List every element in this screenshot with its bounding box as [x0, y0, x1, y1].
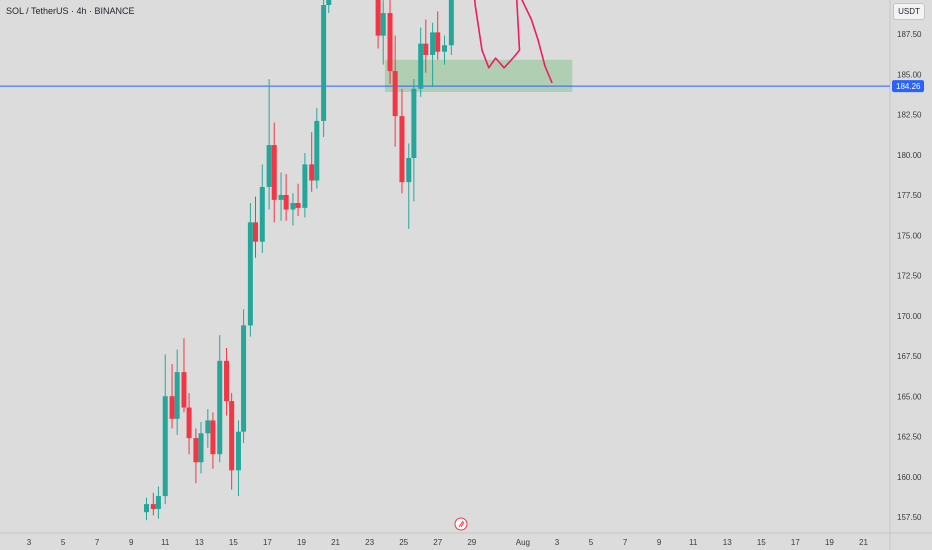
candle-body	[210, 420, 216, 455]
x-tick-label: 17	[791, 538, 800, 547]
candle-body	[205, 420, 211, 434]
candle-body	[259, 186, 265, 242]
projection-path	[474, 0, 553, 84]
x-tick-label: 15	[229, 538, 238, 547]
candle-body	[321, 5, 327, 121]
symbol-title: SOL / TetherUS · 4h · BINANCE	[6, 6, 135, 16]
y-tick-label: 165.00	[897, 392, 922, 401]
candle-body	[217, 360, 223, 455]
candle-body	[229, 401, 235, 471]
x-tick-label: 3	[555, 538, 560, 547]
x-tick-label: 23	[365, 538, 374, 547]
y-tick-label: 172.50	[897, 272, 922, 281]
candle-body	[418, 43, 424, 89]
candle-body	[423, 43, 429, 55]
candle-body	[442, 45, 448, 52]
candle-body	[174, 372, 180, 419]
candle-body	[155, 496, 161, 509]
x-tick-label: 25	[399, 538, 408, 547]
y-tick-label: 187.50	[897, 30, 922, 39]
x-tick-label: 19	[297, 538, 306, 547]
candle-body	[283, 195, 289, 210]
candle-body	[169, 396, 175, 419]
candle-body	[247, 222, 253, 326]
x-tick-label: 3	[27, 538, 32, 547]
candle-body	[411, 88, 417, 158]
candle-body	[193, 438, 199, 463]
x-tick-label: 21	[331, 538, 340, 547]
x-tick-label: 11	[161, 538, 170, 547]
candle-body	[380, 13, 386, 36]
x-tick-label: 21	[859, 538, 868, 547]
candle-body	[252, 222, 258, 242]
candle-body	[162, 396, 168, 497]
y-tick-label: 185.00	[897, 70, 922, 79]
event-flag-icon	[454, 517, 468, 531]
candle-body	[241, 325, 247, 432]
y-tick-label: 177.50	[897, 191, 922, 200]
y-tick-label: 160.00	[897, 473, 922, 482]
candle-body	[290, 203, 296, 210]
candle-body	[375, 0, 381, 36]
candle-body	[387, 13, 393, 72]
x-tick-label: 17	[263, 538, 272, 547]
y-tick-label: 182.50	[897, 111, 922, 120]
candle-body	[278, 195, 284, 200]
currency-button[interactable]: USDT	[893, 3, 925, 20]
level-badge-1	[892, 80, 924, 93]
candle-body	[271, 145, 277, 200]
x-tick-label: 7	[623, 538, 628, 547]
candle-body	[326, 0, 332, 6]
candle-body	[314, 120, 320, 181]
x-tick-label: 13	[195, 538, 204, 547]
y-tick-label: 162.50	[897, 433, 922, 442]
candle-body	[295, 203, 301, 208]
x-tick-label: 27	[433, 538, 442, 547]
y-tick-label: 167.50	[897, 352, 922, 361]
candle-body	[144, 504, 150, 513]
candle-body	[181, 372, 187, 408]
y-tick-label: 157.50	[897, 513, 922, 522]
candle-body	[224, 360, 230, 402]
x-tick-label: 9	[657, 538, 662, 547]
candle-body	[406, 157, 412, 183]
x-tick-label: 5	[589, 538, 594, 547]
candle-body	[448, 0, 454, 46]
level-badge-label: 184.26	[896, 82, 921, 91]
x-tick-label: 29	[467, 538, 476, 547]
candle-body	[198, 433, 204, 463]
y-tick-label: 175.00	[897, 231, 922, 240]
x-tick-label: 7	[95, 538, 100, 547]
x-tick-label: 11	[689, 538, 698, 547]
candle-body	[392, 71, 398, 117]
candle-body	[430, 32, 436, 55]
candle-body	[266, 145, 272, 187]
x-tick-label: 9	[129, 538, 134, 547]
y-tick-label: 170.00	[897, 312, 922, 321]
candle-body	[150, 504, 156, 509]
x-tick-label: Aug	[516, 538, 530, 547]
candles	[144, 0, 454, 521]
y-tick-label: 180.00	[897, 151, 922, 160]
x-tick-label: 13	[723, 538, 732, 547]
x-tick-label: 15	[757, 538, 766, 547]
x-tick-label: 19	[825, 538, 834, 547]
candle-body	[399, 116, 405, 183]
candle-body	[235, 431, 241, 471]
candle-body	[186, 407, 192, 439]
candle-body	[309, 164, 315, 181]
x-tick-label: 5	[61, 538, 66, 547]
event-flag-glyph	[458, 520, 465, 528]
candle-body	[302, 164, 308, 208]
candle-body	[435, 32, 441, 52]
